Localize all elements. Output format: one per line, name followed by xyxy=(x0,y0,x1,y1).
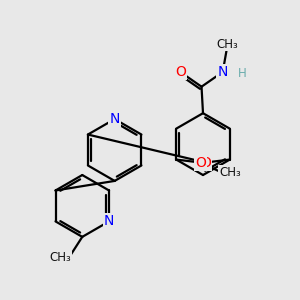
Text: CH₃: CH₃ xyxy=(49,251,71,264)
Text: CH₃: CH₃ xyxy=(216,38,238,50)
Text: H: H xyxy=(238,67,246,80)
Text: N: N xyxy=(110,112,120,126)
Text: O: O xyxy=(175,65,186,79)
Text: O: O xyxy=(200,155,211,170)
Text: CH₃: CH₃ xyxy=(219,166,241,179)
Text: N: N xyxy=(104,214,114,228)
Text: O: O xyxy=(195,155,206,170)
Text: N: N xyxy=(218,65,228,79)
